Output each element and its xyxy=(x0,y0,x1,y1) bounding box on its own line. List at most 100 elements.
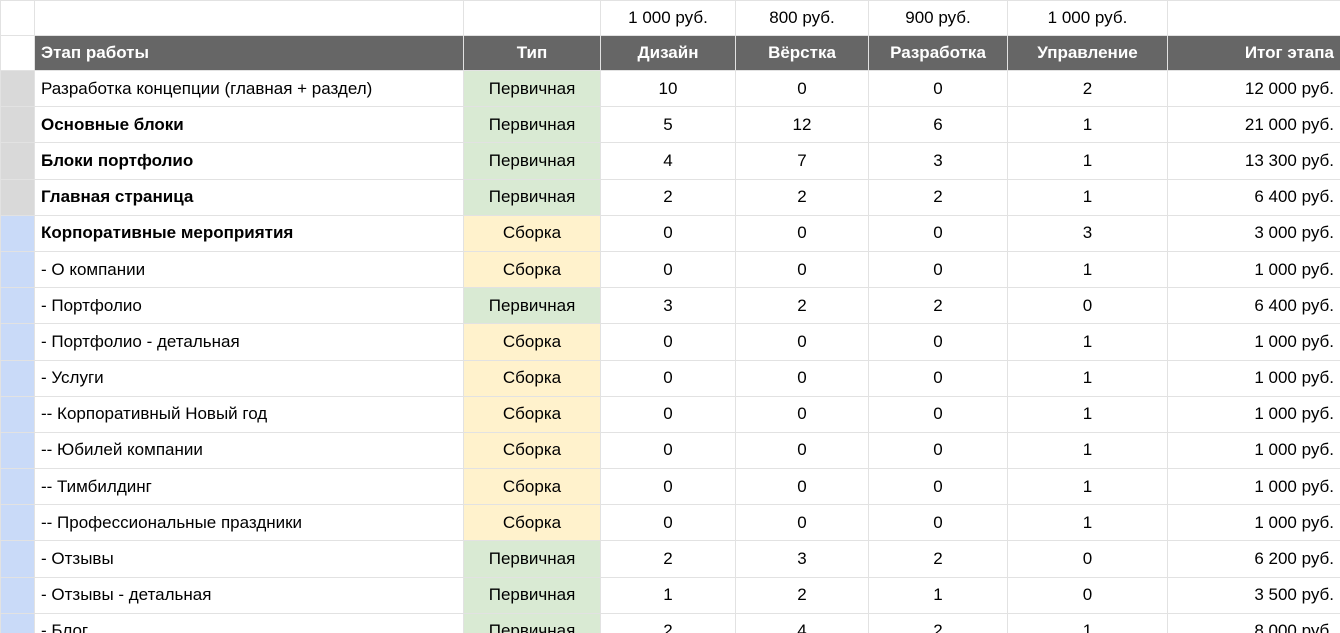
cell: 0 xyxy=(868,431,1008,470)
cell: 0 xyxy=(1007,576,1168,614)
data-row: Блоки портфолио Первичная 4 7 3 1 13 300 руб. xyxy=(0,142,1340,180)
type-cell: Сборка xyxy=(463,359,601,397)
cell: 2 xyxy=(868,540,1008,578)
type-cell: Сборка xyxy=(463,431,601,470)
header-cell: Разработка xyxy=(868,35,1008,71)
cell: 0 xyxy=(735,323,869,361)
row-marker xyxy=(0,250,35,289)
cell: 3 xyxy=(600,287,736,325)
cell: - Отзывы - детальная xyxy=(34,576,464,614)
type-cell: Сборка xyxy=(463,395,601,433)
cell: 0 xyxy=(735,250,869,289)
data-row: -- Корпоративный Новый год Сборка 0 0 0 1 1 00… xyxy=(0,395,1340,433)
type-cell: Сборка xyxy=(463,250,601,289)
data-row: -- Юбилей компании Сборка 0 0 0 1 1 000 руб. xyxy=(0,431,1340,470)
cell: 0 xyxy=(735,359,869,397)
header-row: Этап работы Тип Дизайн Вёрстка Разработка Упр… xyxy=(0,35,1340,71)
cell: 0 xyxy=(600,431,736,470)
data-row: - Отзывы Первичная 2 3 2 0 6 200 руб. xyxy=(0,540,1340,578)
cell: Главная страница xyxy=(34,178,464,216)
cell: 6 400 руб. xyxy=(1167,287,1340,325)
cell: 0 xyxy=(735,504,869,542)
header-cell: Вёрстка xyxy=(735,35,869,71)
cell: 1 xyxy=(1007,504,1168,542)
cell xyxy=(34,0,464,36)
rate-cell: 1 000 руб. xyxy=(600,0,736,36)
cell: 10 xyxy=(600,69,736,108)
cell: 0 xyxy=(600,323,736,361)
cell: 1 xyxy=(1007,431,1168,470)
type-cell: Первичная xyxy=(463,142,601,180)
type-cell: Сборка xyxy=(463,214,601,252)
type-cell: Первичная xyxy=(463,106,601,144)
cell: 2 xyxy=(600,612,736,633)
cell: 3 xyxy=(1007,214,1168,252)
type-cell: Первичная xyxy=(463,612,601,633)
cell: Блоки портфолио xyxy=(34,142,464,180)
row-marker xyxy=(0,468,35,506)
cell: - Отзывы xyxy=(34,540,464,578)
cell: 2 xyxy=(868,612,1008,633)
cell: 13 300 руб. xyxy=(1167,142,1340,180)
cell: 2 xyxy=(868,178,1008,216)
cell: 0 xyxy=(868,504,1008,542)
data-row: Корпоративные мероприятия Сборка 0 0 0 3 3 000… xyxy=(0,214,1340,252)
cell: 2 xyxy=(600,540,736,578)
cell: - Блог xyxy=(34,612,464,633)
cell: - Портфолио xyxy=(34,287,464,325)
row-marker xyxy=(0,106,35,144)
row-marker xyxy=(0,0,35,36)
cell: 1 xyxy=(1007,395,1168,433)
cell: 7 xyxy=(735,142,869,180)
data-row: - О компании Сборка 0 0 0 1 1 000 руб. xyxy=(0,250,1340,289)
cell: 2 xyxy=(1007,69,1168,108)
header-cell: Дизайн xyxy=(600,35,736,71)
cell: 4 xyxy=(735,612,869,633)
data-row: -- Тимбилдинг Сборка 0 0 0 1 1 000 руб. xyxy=(0,468,1340,506)
cell: 6 xyxy=(868,106,1008,144)
price-row: 1 000 руб. 800 руб. 900 руб. 1 000 руб. xyxy=(0,0,1340,36)
cell: 0 xyxy=(735,214,869,252)
cell: 5 xyxy=(600,106,736,144)
cell: -- Тимбилдинг xyxy=(34,468,464,506)
cell: 1 000 руб. xyxy=(1167,359,1340,397)
rate-cell: 800 руб. xyxy=(735,0,869,36)
type-cell: Первичная xyxy=(463,576,601,614)
cell: 1 000 руб. xyxy=(1167,250,1340,289)
cell: 12 xyxy=(735,106,869,144)
cell: Основные блоки xyxy=(34,106,464,144)
cell: 0 xyxy=(600,359,736,397)
type-cell: Сборка xyxy=(463,504,601,542)
cell: 0 xyxy=(600,214,736,252)
cell: 12 000 руб. xyxy=(1167,69,1340,108)
cell: 1 000 руб. xyxy=(1167,395,1340,433)
data-row: Главная страница Первичная 2 2 2 1 6 400 руб. xyxy=(0,178,1340,216)
cell: 0 xyxy=(1007,540,1168,578)
cell: - О компании xyxy=(34,250,464,289)
cell: 3 000 руб. xyxy=(1167,214,1340,252)
row-marker xyxy=(0,431,35,470)
data-row: - Блог Первичная 2 4 2 1 8 000 руб. xyxy=(0,612,1340,633)
data-row: - Услуги Сборка 0 0 0 1 1 000 руб. xyxy=(0,359,1340,397)
row-marker xyxy=(0,214,35,252)
row-marker xyxy=(0,178,35,216)
cell: 0 xyxy=(600,395,736,433)
cell: 2 xyxy=(868,287,1008,325)
cell: 0 xyxy=(868,359,1008,397)
data-row: Основные блоки Первичная 5 12 6 1 21 000 руб. xyxy=(0,106,1340,144)
cell: 0 xyxy=(868,323,1008,361)
cell: 0 xyxy=(600,504,736,542)
type-cell: Сборка xyxy=(463,468,601,506)
row-marker xyxy=(0,504,35,542)
cell: 0 xyxy=(735,431,869,470)
row-marker xyxy=(0,69,35,108)
cell: 1 xyxy=(1007,612,1168,633)
cell: 0 xyxy=(735,395,869,433)
row-marker xyxy=(0,612,35,633)
cell: 21 000 руб. xyxy=(1167,106,1340,144)
type-cell: Первичная xyxy=(463,287,601,325)
data-row: -- Профессиональные праздники Сборка 0 0 0 1 1… xyxy=(0,504,1340,542)
cell: - Портфолио - детальная xyxy=(34,323,464,361)
cell: 2 xyxy=(735,287,869,325)
